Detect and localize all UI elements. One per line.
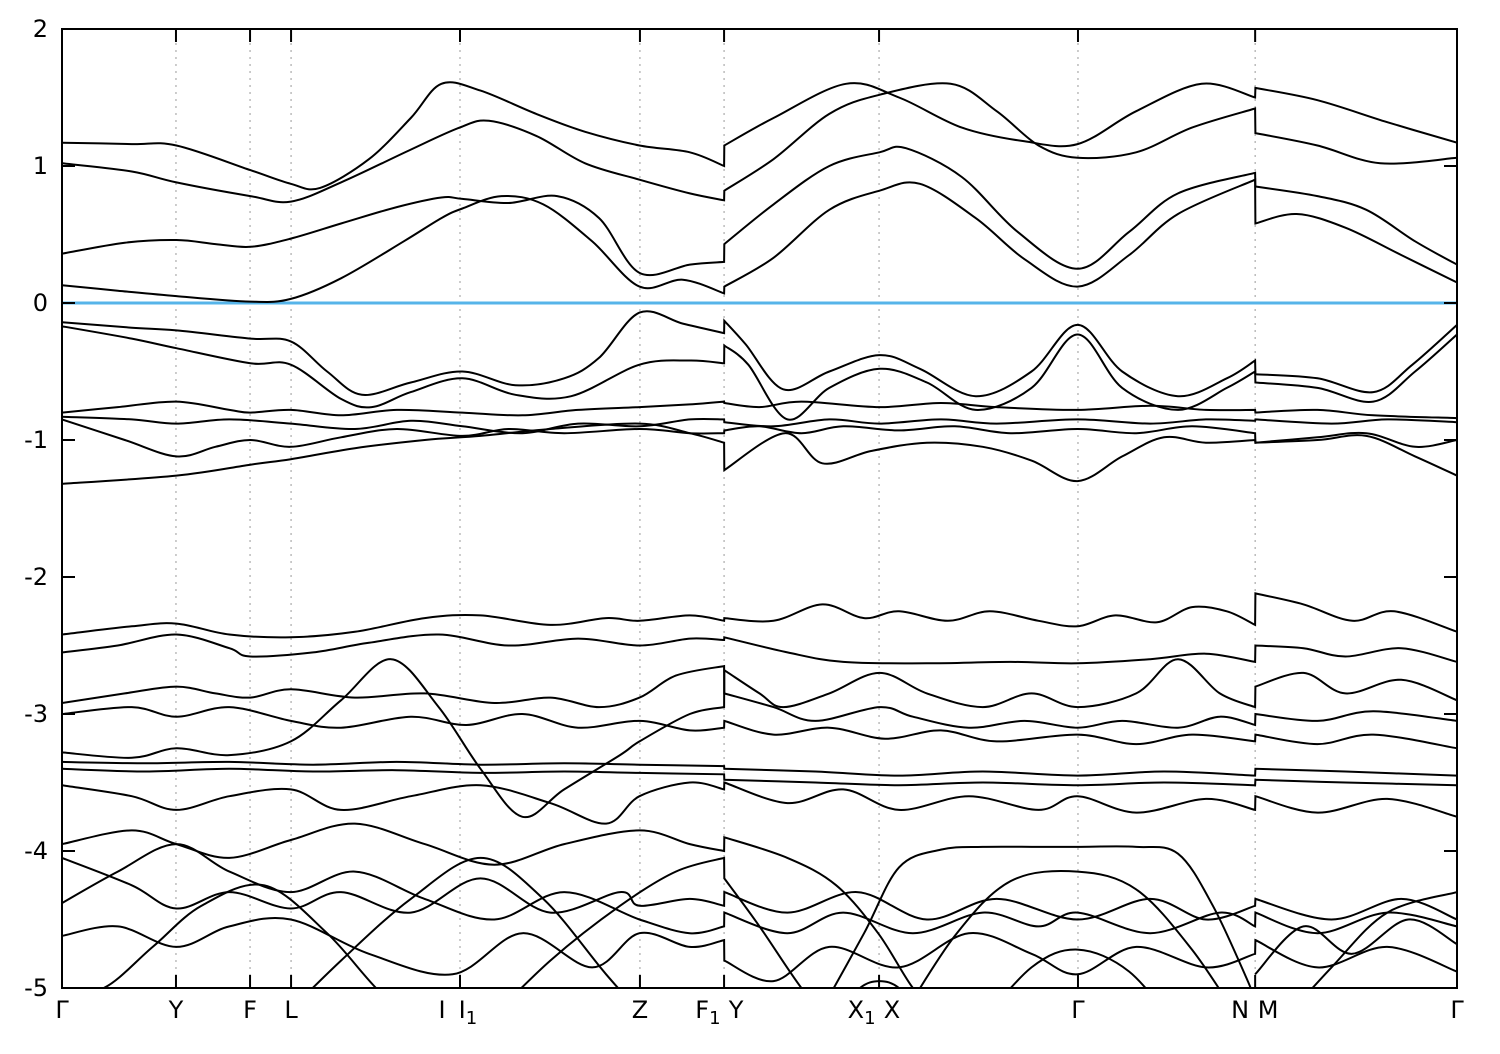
k-point-label: Γ [55, 996, 69, 1024]
band-curve [1254, 918, 1457, 976]
y-tick-label: 2 [33, 15, 48, 43]
band-curve [62, 592, 1457, 639]
band-curve [62, 633, 1457, 665]
k-point-label: I [438, 996, 445, 1024]
band-curve [62, 415, 1457, 435]
band-curve [62, 822, 915, 988]
band-curve [62, 310, 1457, 398]
band-curve [62, 706, 1457, 750]
band-curve [62, 843, 1457, 935]
k-point-label: Z [632, 996, 648, 1024]
band-curve [311, 856, 620, 988]
y-tick-label: -5 [24, 974, 48, 1002]
band-curve [1009, 948, 1147, 988]
band-curves-group [62, 81, 1457, 988]
band-curve [62, 145, 1457, 277]
band-curve [519, 856, 803, 988]
band-curve [918, 870, 1220, 988]
band-curve [62, 664, 1457, 729]
k-point-label: F [243, 996, 257, 1024]
band-curve [62, 767, 1457, 787]
k-point-label-subscript: 1 [864, 1008, 875, 1029]
k-point-label: X [884, 996, 900, 1024]
k-point-label: N [1231, 996, 1249, 1024]
band-curve [62, 916, 1457, 983]
gridlines-group [175, 29, 1256, 988]
k-point-label-subscript: 1 [466, 1008, 477, 1029]
y-tick-label: 1 [33, 152, 48, 180]
k-point-label: Y [728, 996, 744, 1024]
k-point-label: F1 [695, 996, 720, 1029]
band-curve [62, 856, 1457, 921]
k-point-label: M [1258, 996, 1279, 1024]
band-curve [62, 781, 1457, 825]
band-curve [62, 760, 1457, 777]
axes-frame-group [61, 28, 1458, 989]
y-tick-label: -1 [24, 426, 48, 454]
band-curve [1311, 891, 1457, 988]
band-curve [100, 883, 378, 988]
k-point-label: Γ [1071, 996, 1085, 1024]
k-point-label: I1 [459, 996, 478, 1029]
band-curve [62, 658, 1457, 819]
y-tick-label: 0 [33, 289, 48, 317]
band-curve [62, 418, 1457, 458]
k-point-label: Γ [1450, 996, 1464, 1024]
band-curve [62, 400, 1457, 420]
y-tick-label: -4 [24, 837, 48, 865]
band-curve [62, 82, 1457, 204]
k-point-label-subscript: 1 [709, 1008, 720, 1029]
k-point-label: Y [168, 996, 184, 1024]
band-curve [62, 81, 1457, 191]
y-tick-label: -3 [24, 700, 48, 728]
y-tick-label: -2 [24, 563, 48, 591]
plot-frame [61, 28, 1458, 989]
ticks-group [62, 28, 1457, 989]
band-curve [62, 178, 1457, 303]
band-curve [62, 325, 1457, 421]
band-curve [62, 422, 1457, 485]
k-point-label: X1 [848, 996, 876, 1029]
k-point-label: L [284, 996, 298, 1024]
